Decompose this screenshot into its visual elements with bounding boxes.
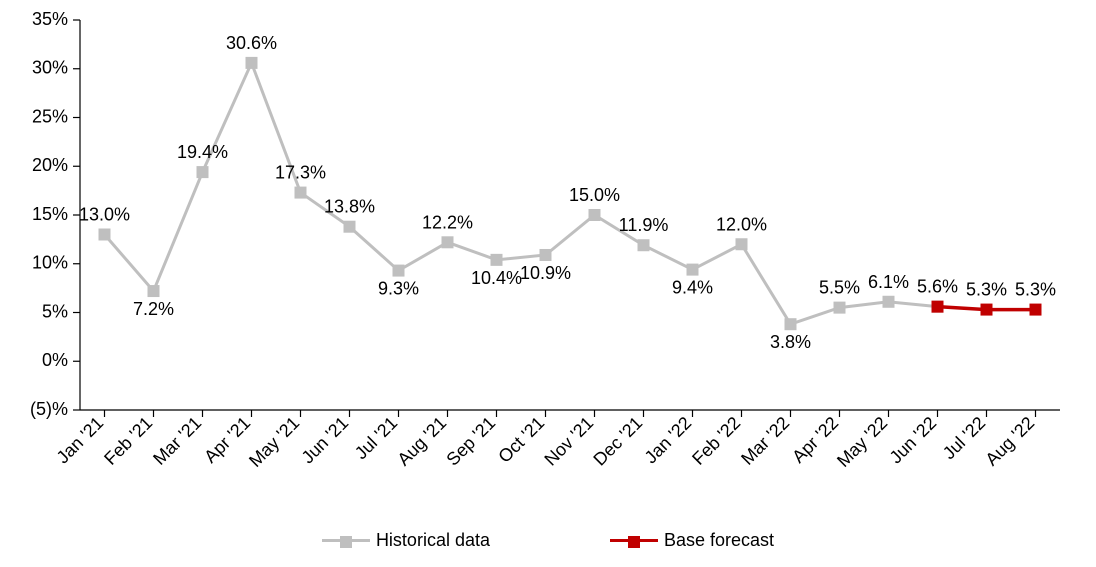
svg-text:25%: 25% (32, 106, 68, 126)
svg-text:13.8%: 13.8% (324, 197, 375, 217)
svg-text:Jun '21: Jun '21 (298, 413, 353, 468)
legend-marker (340, 536, 352, 548)
svg-text:3.8%: 3.8% (770, 332, 811, 352)
svg-text:Nov '21: Nov '21 (540, 413, 597, 470)
svg-text:7.2%: 7.2% (133, 299, 174, 319)
svg-text:Jun '22: Jun '22 (886, 413, 941, 468)
svg-text:Aug '22: Aug '22 (981, 413, 1038, 470)
svg-text:Aug '21: Aug '21 (393, 413, 450, 470)
svg-text:Dec '21: Dec '21 (589, 413, 646, 470)
svg-text:Oct '21: Oct '21 (494, 413, 548, 467)
svg-text:12.0%: 12.0% (716, 214, 767, 234)
chart-svg: (5)% 0% 5% 10% 15% 20% 25% 30% 35% Jan '21Feb '21… (0, 0, 1096, 567)
legend: Historical data Base forecast (0, 530, 1096, 551)
legend-item: Base forecast (610, 530, 774, 551)
legend-label: Historical data (376, 530, 490, 551)
svg-text:(5)%: (5)% (30, 399, 68, 419)
svg-text:30.6%: 30.6% (226, 33, 277, 53)
line-chart: (5)% 0% 5% 10% 15% 20% 25% 30% 35% Jan '21Feb '21… (0, 0, 1096, 567)
svg-text:19.4%: 19.4% (177, 142, 228, 162)
svg-text:20%: 20% (32, 155, 68, 175)
svg-text:10%: 10% (32, 253, 68, 273)
svg-text:5%: 5% (42, 301, 68, 321)
svg-text:Sep '21: Sep '21 (442, 413, 499, 470)
svg-text:35%: 35% (32, 9, 68, 29)
svg-text:13.0%: 13.0% (79, 205, 130, 225)
svg-text:Feb '21: Feb '21 (100, 413, 156, 469)
svg-text:10.4%: 10.4% (471, 268, 522, 288)
svg-text:Mar '22: Mar '22 (737, 413, 793, 469)
svg-text:5.6%: 5.6% (917, 277, 958, 297)
svg-text:5.5%: 5.5% (819, 278, 860, 298)
svg-text:11.9%: 11.9% (619, 215, 669, 235)
svg-text:Jan '22: Jan '22 (641, 413, 696, 468)
svg-text:5.3%: 5.3% (1015, 280, 1056, 300)
legend-marker (628, 536, 640, 548)
legend-label: Base forecast (664, 530, 774, 551)
svg-text:30%: 30% (32, 58, 68, 78)
svg-text:10.9%: 10.9% (520, 263, 571, 283)
svg-text:May '22: May '22 (833, 413, 891, 471)
svg-text:12.2%: 12.2% (422, 212, 473, 232)
svg-text:15%: 15% (32, 204, 68, 224)
legend-swatch (610, 539, 658, 542)
legend-item: Historical data (322, 530, 490, 551)
svg-text:Mar '21: Mar '21 (149, 413, 205, 469)
svg-text:6.1%: 6.1% (868, 272, 909, 292)
svg-text:15.0%: 15.0% (569, 185, 620, 205)
svg-text:9.4%: 9.4% (672, 278, 713, 298)
svg-text:Jan '21: Jan '21 (53, 413, 108, 468)
svg-text:Feb '22: Feb '22 (688, 413, 744, 469)
svg-text:17.3%: 17.3% (275, 163, 326, 183)
svg-text:May '21: May '21 (245, 413, 303, 471)
svg-text:0%: 0% (42, 350, 68, 370)
legend-swatch (322, 539, 370, 542)
svg-text:5.3%: 5.3% (966, 280, 1007, 300)
svg-text:9.3%: 9.3% (378, 279, 419, 299)
